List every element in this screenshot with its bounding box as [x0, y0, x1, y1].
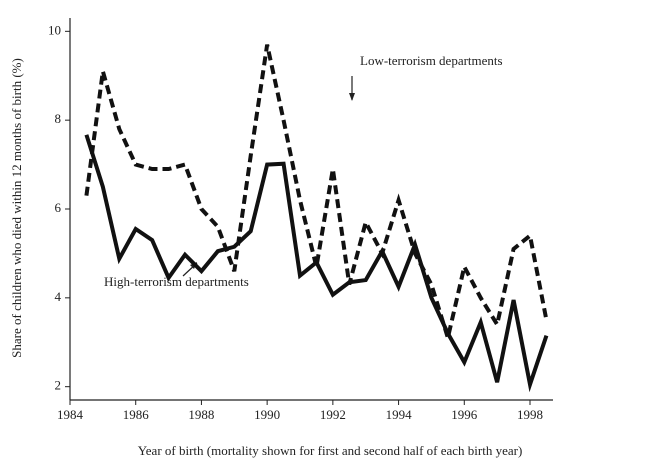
x-tick-label: 1986 [123, 407, 150, 422]
x-tick-label: 1996 [451, 407, 478, 422]
x-tick-label: 1984 [57, 407, 84, 422]
y-tick-label: 4 [55, 289, 62, 304]
x-tick-label: 1990 [254, 407, 280, 422]
x-tick-label: 1992 [320, 407, 346, 422]
annotation: High-terrorism departments [104, 274, 249, 289]
y-tick-label: 8 [55, 111, 62, 126]
x-axis-label: Year of birth (mortality shown for first… [138, 443, 523, 458]
y-tick-label: 6 [55, 200, 62, 215]
y-tick-label: 10 [48, 22, 61, 37]
series-line [84, 44, 549, 346]
y-axis-label: Share of children who died within 12 mon… [9, 58, 24, 358]
x-tick-label: 1998 [517, 407, 543, 422]
x-tick-label: 1988 [188, 407, 214, 422]
y-tick-label: 2 [55, 378, 62, 393]
arrow-head [349, 93, 355, 101]
annotation: Low-terrorism departments [360, 53, 503, 68]
x-tick-label: 1994 [386, 407, 413, 422]
